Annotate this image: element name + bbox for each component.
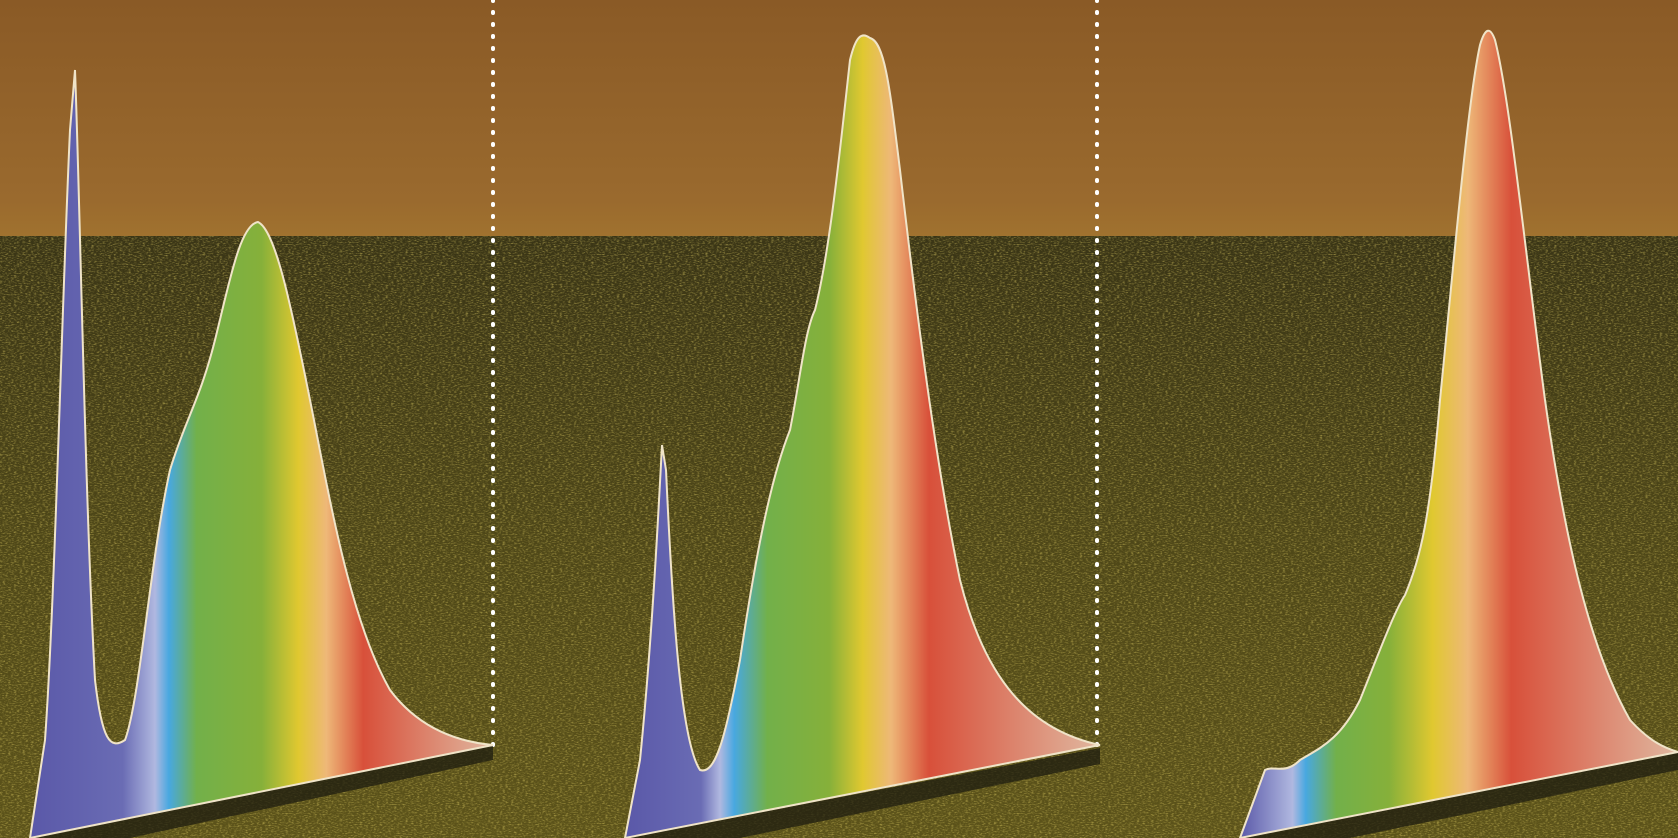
spectrum: [28, 69, 494, 838]
spectrum: [1238, 29, 1678, 838]
spectrum: [623, 34, 1101, 838]
dividers: [491, 0, 1099, 747]
